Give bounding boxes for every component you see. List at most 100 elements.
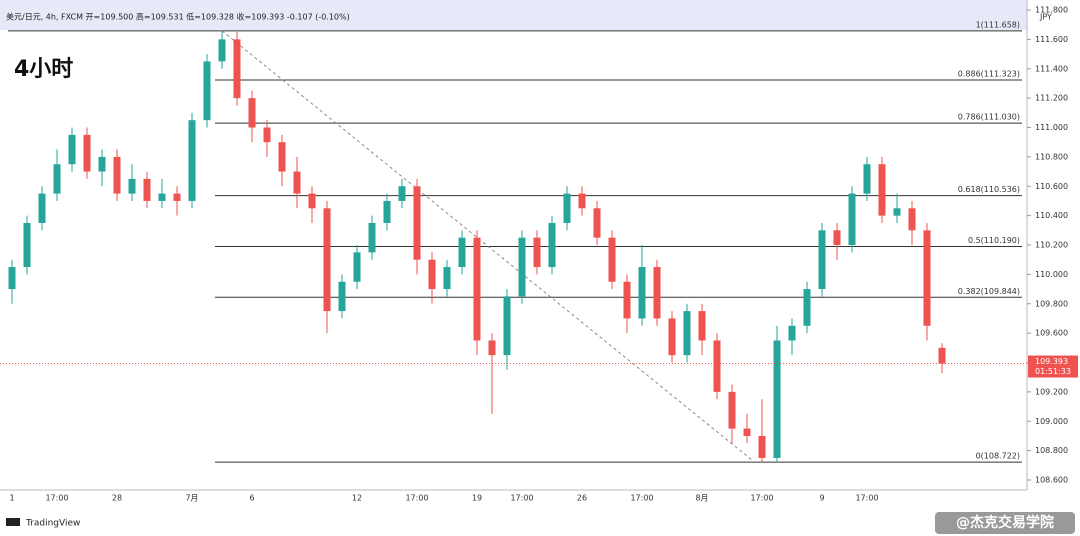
fib-label: 0(108.722) [976,452,1020,461]
fib-label: 1(111.658) [976,20,1020,29]
candle-body [728,391,736,429]
brand: TradingView [25,519,80,529]
candle-body [323,208,331,312]
candle-body [143,178,151,201]
last-price-box [1028,355,1078,378]
x-tick-label: 17:00 [510,494,533,503]
candle-body [773,340,781,458]
candle-body [833,230,841,245]
plot-area: 111.800 111.600 111.400 111.200 111.000 110.8… [0,6,1078,503]
candle-body [263,127,271,143]
candle-body [203,61,211,121]
timeframe-label: 4小时 [14,57,73,82]
y-tick-label: 111.200 [1035,94,1068,103]
x-tick-label: 9 [819,494,824,503]
y-tick-label: 110.200 [1035,241,1068,250]
header-bar [0,0,1027,30]
candle-body [488,340,496,356]
candle-body [173,193,181,201]
candle-body [383,200,391,223]
symbol-header: 美元/日元, 4h, FXCM 开=109.500 高=109.531 低=10… [6,12,350,22]
candle-body [53,164,61,194]
y-tick-label: 111.400 [1035,64,1068,73]
x-tick-label: 26 [577,494,587,503]
candle-body [848,193,856,245]
watermark: @杰克交易学院 [956,514,1054,531]
candle-body [698,311,706,341]
x-tick-label: 19 [472,494,482,503]
candle-body [128,178,136,194]
candle-body [308,193,316,209]
x-tick-label: 17:00 [405,494,428,503]
y-tick-label: 108.600 [1035,476,1068,485]
candle-body [98,156,106,172]
brand-logo [6,518,20,526]
candle-body [578,193,586,209]
candle-body [413,186,421,260]
candle-body [803,289,811,326]
y-tick-label: 111.600 [1035,35,1068,44]
candle-body [743,428,751,436]
candle-body [713,340,721,392]
candle-body [428,259,436,290]
candle-body [683,311,691,356]
candle-body [623,281,631,319]
fib-trend-line [221,30,755,463]
x-tick-label: 6 [249,494,254,503]
watermark-bg [935,512,1075,534]
y-tick-label: 108.800 [1035,446,1068,455]
fib-label: 0.886(111.323) [958,70,1020,79]
x-tick-label: 17:00 [630,494,653,503]
candle-body [113,156,121,194]
candle-body [608,237,616,282]
candle-body [593,208,601,238]
candle-body [923,230,931,326]
candle-body [248,98,256,128]
x-tick-label: 17:00 [750,494,773,503]
candle-body [893,208,901,216]
candle-body [338,281,346,312]
x-tick-label: 17:00 [45,494,68,503]
candle-body [233,39,241,99]
candle-body [518,237,526,297]
x-tick-label: 8月 [695,494,708,503]
x-tick-label: 17:00 [855,494,878,503]
candle-body [443,267,451,290]
y-tick-label: 109.600 [1035,329,1068,338]
x-tick-label: 28 [112,494,122,503]
candle-body [158,193,166,201]
x-tick-label: 1 [9,494,14,503]
candle-body [83,134,91,172]
candle-body [638,267,646,319]
candle-body [668,318,676,356]
candle-body [218,39,226,62]
candle-body [293,171,301,194]
candle-body [503,296,511,356]
y-tick-label: 110.400 [1035,211,1068,220]
candle-body [878,164,886,216]
countdown-label: 01:51:33 [1035,367,1071,376]
candle-body [458,237,466,268]
candle-body [38,193,46,223]
y-tick-label: 111.800 [1035,6,1068,15]
candle-body [548,222,556,268]
y-tick-label: 111.000 [1035,123,1068,132]
candle-body [788,325,796,341]
currency-label: JPY [1039,13,1052,22]
candle-body [473,237,481,341]
candle-body [68,134,76,165]
candle-body [368,222,376,253]
y-tick-label: 109.000 [1035,417,1068,426]
y-tick-label: 110.800 [1035,152,1068,161]
candle-body [563,193,571,223]
candle-body [533,237,541,268]
candle-body [23,222,31,268]
candle-body [8,267,16,290]
fib-label: 0.382(109.844) [958,287,1020,296]
candle-body [818,230,826,290]
candle-body [278,142,286,172]
candle-body [653,267,661,319]
y-tick-label: 109.800 [1035,299,1068,308]
x-tick-label: 12 [352,494,362,503]
